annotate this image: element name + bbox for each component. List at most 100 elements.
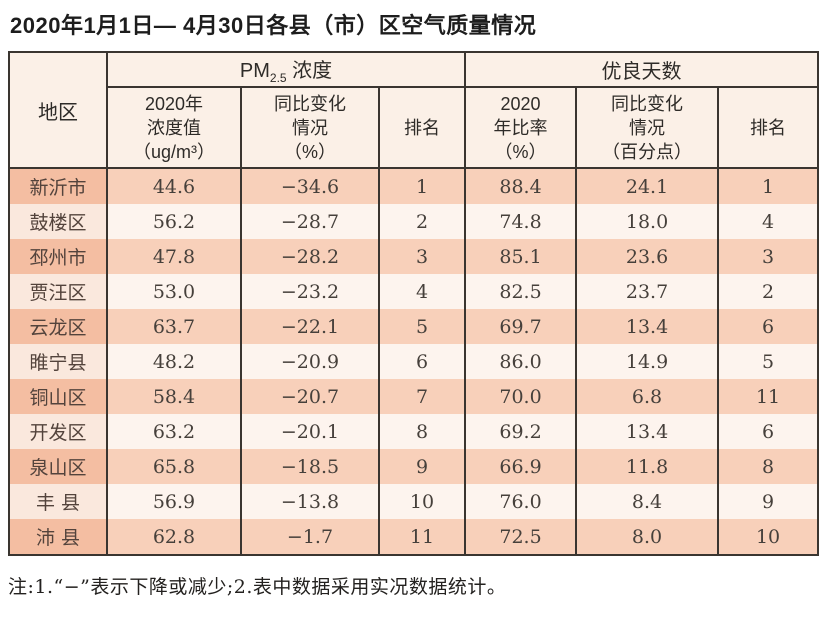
value-cell: 53.0 (106, 274, 242, 309)
value-cell: 5 (377, 309, 467, 344)
value-cell: 14.9 (575, 344, 720, 379)
value-cell: −20.7 (240, 379, 380, 414)
value-cell: 2 (377, 204, 467, 239)
value-cell: 8.0 (575, 519, 720, 555)
column-header-region: 地区 (8, 51, 108, 169)
value-cell: 5 (717, 344, 820, 379)
value-cell: 7 (377, 379, 467, 414)
region-cell: 铜山区 (8, 379, 108, 414)
value-cell: 11.8 (575, 449, 720, 484)
value-cell: −34.6 (240, 168, 380, 204)
value-cell: 1 (377, 168, 467, 204)
value-cell: 66.9 (464, 449, 578, 484)
value-cell: −20.1 (240, 414, 380, 449)
header-group-row: 地区 PM2.5 浓度 优良天数 (8, 51, 820, 169)
value-cell: 9 (377, 449, 467, 484)
value-cell: 85.1 (464, 239, 578, 274)
table-row: 铜山区 58.4 −20.7 7 70.0 6.8 11 (8, 379, 820, 414)
value-cell: −28.2 (240, 239, 380, 274)
value-cell: −20.9 (240, 344, 380, 379)
value-cell: 8.4 (575, 484, 720, 519)
pm25-label-suffix: 浓度 (286, 60, 333, 82)
pm25-label-prefix: PM (239, 60, 270, 82)
value-cell: 9 (717, 484, 820, 519)
table-row: 泉山区 65.8 −18.5 9 66.9 11.8 8 (8, 449, 820, 484)
footnote: 注:1.“−”表示下降或减少;2.表中数据采用实况数据统计。 (8, 576, 507, 598)
value-cell: 58.4 (106, 379, 242, 414)
pm25-label-subscript: 2.5 (269, 71, 287, 85)
value-cell: 1 (717, 168, 820, 204)
region-cell: 泉山区 (8, 449, 108, 484)
value-cell: 56.2 (106, 204, 242, 239)
column-header-pm-rank: 排名 (377, 86, 467, 169)
table-row: 新沂市 44.6 −34.6 1 88.4 24.1 1 (8, 168, 820, 204)
value-cell: 6 (377, 344, 467, 379)
value-cell: −13.8 (240, 484, 380, 519)
value-cell: 18.0 (575, 204, 720, 239)
value-cell: −28.7 (240, 204, 380, 239)
table-row: 睢宁县 48.2 −20.9 6 86.0 14.9 5 (8, 344, 820, 379)
value-cell: 3 (717, 239, 820, 274)
table-row: 贾汪区 53.0 −23.2 4 82.5 23.7 2 (8, 274, 820, 309)
column-header-good-change: 同比变化 情况 （百分点） (575, 86, 720, 169)
air-quality-table: 地区 PM2.5 浓度 优良天数 2020年 浓度值 （ug/m³） 同比变化 … (8, 51, 820, 556)
region-cell: 开发区 (8, 414, 108, 449)
value-cell: 69.7 (464, 309, 578, 344)
page-title: 2020年1月1日— 4月30日各县（市）区空气质量情况 (10, 13, 537, 38)
value-cell: 88.4 (464, 168, 578, 204)
value-cell: 82.5 (464, 274, 578, 309)
table-row: 沛 县 62.8 −1.7 11 72.5 8.0 10 (8, 519, 820, 555)
table-row: 开发区 63.2 −20.1 8 69.2 13.4 6 (8, 414, 820, 449)
column-group-pm25: PM2.5 浓度 (105, 51, 467, 88)
value-cell: 4 (377, 274, 467, 309)
value-cell: 2 (717, 274, 820, 309)
value-cell: 48.2 (106, 344, 242, 379)
column-header-pm-change: 同比变化 情况 （%） (240, 86, 380, 169)
value-cell: −1.7 (240, 519, 380, 555)
region-cell: 贾汪区 (8, 274, 108, 309)
value-cell: −18.5 (240, 449, 380, 484)
value-cell: 3 (377, 239, 467, 274)
value-cell: 56.9 (106, 484, 242, 519)
value-cell: 47.8 (106, 239, 242, 274)
table-body: 新沂市 44.6 −34.6 1 88.4 24.1 1 鼓楼区 56.2 −28.7 2 74.8 1… (8, 168, 820, 555)
value-cell: 23.7 (575, 274, 720, 309)
value-cell: 8 (377, 414, 467, 449)
value-cell: 62.8 (106, 519, 242, 555)
header-columns-row: 2020年 浓度值 （ug/m³） 同比变化 情况 （%） 排名 2020 年比… (9, 86, 820, 169)
value-cell: 24.1 (575, 168, 720, 204)
value-cell: 6 (717, 414, 820, 449)
value-cell: 69.2 (464, 414, 578, 449)
value-cell: 13.4 (575, 309, 720, 344)
value-cell: 11 (717, 379, 820, 414)
value-cell: 63.7 (106, 309, 242, 344)
region-cell: 沛 县 (8, 519, 108, 555)
value-cell: 76.0 (464, 484, 578, 519)
value-cell: 10 (717, 519, 820, 555)
table-header: 地区 PM2.5 浓度 优良天数 2020年 浓度值 （ug/m³） 同比变化 … (8, 51, 820, 169)
value-cell: 8 (717, 449, 820, 484)
value-cell: 74.8 (464, 204, 578, 239)
column-group-good-days: 优良天数 (464, 51, 820, 88)
value-cell: 72.5 (464, 519, 578, 555)
region-cell: 邳州市 (8, 239, 108, 274)
region-cell: 云龙区 (8, 309, 108, 344)
value-cell: 4 (717, 204, 820, 239)
value-cell: 6.8 (575, 379, 720, 414)
value-cell: −23.2 (240, 274, 380, 309)
column-header-pm-value: 2020年 浓度值 （ug/m³） (106, 86, 242, 169)
table-row: 丰 县 56.9 −13.8 10 76.0 8.4 9 (8, 484, 820, 519)
column-header-good-rate: 2020 年比率 （%） (464, 86, 578, 169)
region-cell: 睢宁县 (8, 344, 108, 379)
value-cell: 86.0 (464, 344, 578, 379)
value-cell: 10 (377, 484, 467, 519)
table-row: 云龙区 63.7 −22.1 5 69.7 13.4 6 (8, 309, 820, 344)
value-cell: 63.2 (106, 414, 242, 449)
value-cell: 65.8 (106, 449, 242, 484)
value-cell: 70.0 (464, 379, 578, 414)
table-row: 邳州市 47.8 −28.2 3 85.1 23.6 3 (8, 239, 820, 274)
table-row: 鼓楼区 56.2 −28.7 2 74.8 18.0 4 (8, 204, 820, 239)
region-cell: 新沂市 (8, 168, 108, 204)
value-cell: 13.4 (575, 414, 720, 449)
